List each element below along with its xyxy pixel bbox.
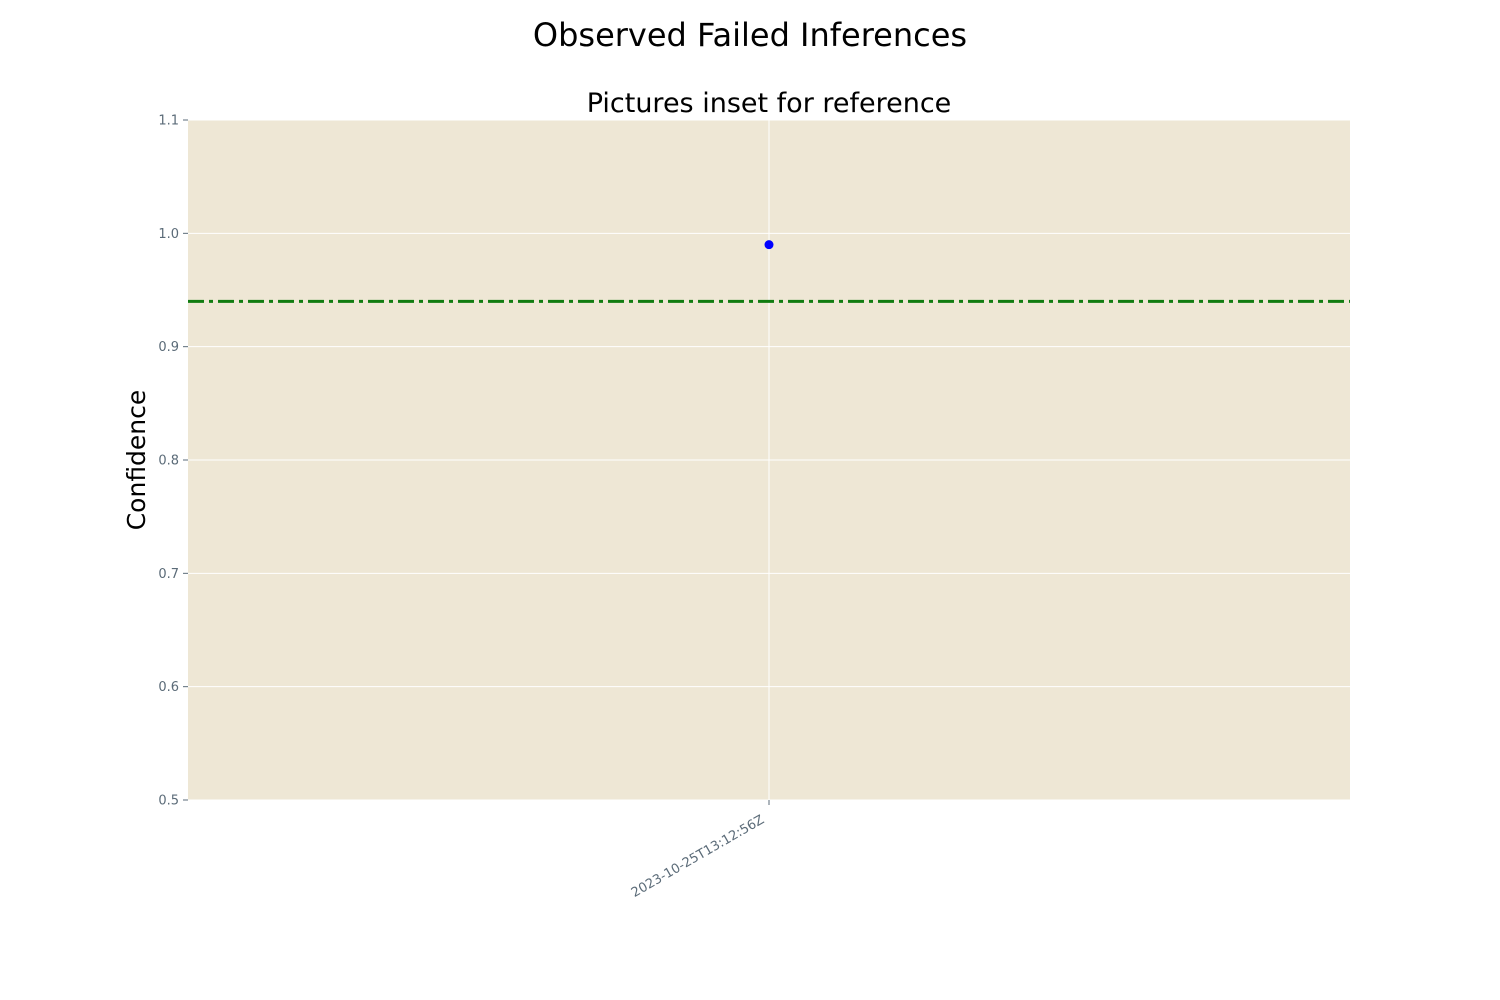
x-tick-label: 2023-10-25T13:12:56Z [629,812,767,900]
y-tick-label: 0.5 [158,794,179,809]
y-tick-label: 1.1 [158,114,179,129]
y-tick-label: 0.9 [158,340,179,355]
y-axis-ticks: 0.5 0.6 0.7 0.8 0.9 1.0 1.1 [158,114,188,809]
x-axis-ticks: 2023-10-25T13:12:56Z [629,800,770,901]
y-tick-label: 0.7 [158,567,179,582]
data-points [764,240,774,250]
gridlines [188,119,1350,801]
chart-title: Pictures inset for reference [587,88,952,119]
chart-suptitle: Observed Failed Inferences [533,16,967,54]
y-tick-label: 1.0 [158,227,179,242]
y-axis-label: Confidence [122,390,151,531]
data-point [764,240,774,250]
y-tick-label: 0.6 [158,680,179,695]
y-tick-label: 0.8 [158,454,179,469]
